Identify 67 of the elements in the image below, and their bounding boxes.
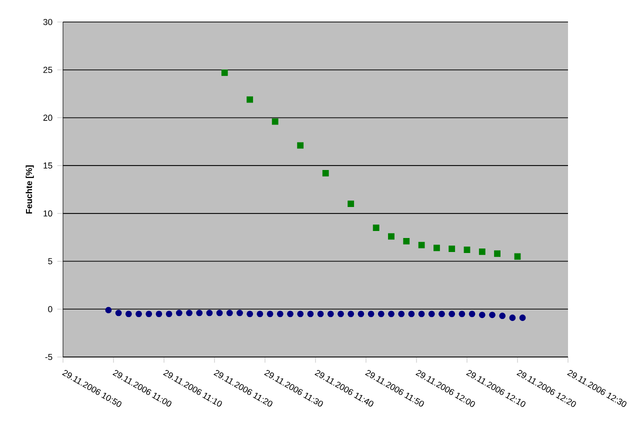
point <box>388 233 394 240</box>
y-tick-label: 15 <box>44 162 52 169</box>
point <box>246 310 254 318</box>
point <box>509 314 516 321</box>
point <box>266 310 274 318</box>
point <box>307 310 314 318</box>
point <box>156 310 162 318</box>
point <box>348 310 354 318</box>
point <box>448 310 456 318</box>
point <box>499 312 506 320</box>
point <box>398 310 405 318</box>
point <box>358 310 364 318</box>
point <box>327 310 334 318</box>
point <box>196 310 203 316</box>
point <box>418 242 425 248</box>
point <box>125 310 132 318</box>
point <box>458 310 466 318</box>
point <box>372 224 380 231</box>
point <box>256 310 264 318</box>
point <box>322 170 329 176</box>
y-tick-label: 25 <box>43 66 52 73</box>
point <box>478 312 486 318</box>
point <box>438 310 445 318</box>
point <box>186 310 192 316</box>
y-tick-label: 30 <box>43 18 52 26</box>
point <box>221 70 228 76</box>
y-axis-title: Feuchte [%] <box>26 165 34 214</box>
point <box>317 310 324 318</box>
point <box>464 246 470 254</box>
point <box>166 310 172 318</box>
point <box>246 96 254 103</box>
point <box>146 310 152 318</box>
point <box>105 306 112 314</box>
y-tick-label: -5 <box>45 354 52 360</box>
point <box>338 310 344 318</box>
point <box>216 310 223 316</box>
y-tick-label: 5 <box>48 258 52 264</box>
point <box>388 310 394 318</box>
point <box>272 118 278 125</box>
point <box>478 248 486 255</box>
point <box>276 310 284 318</box>
point <box>434 244 440 252</box>
point <box>514 253 521 260</box>
y-tick-label: 20 <box>43 114 52 121</box>
point <box>115 310 122 316</box>
point <box>519 314 526 321</box>
point <box>236 310 243 316</box>
point <box>468 310 476 318</box>
point <box>378 310 384 318</box>
point <box>226 310 233 316</box>
y-tick-label: 0 <box>48 306 52 312</box>
y-tick-label: 10 <box>44 210 52 216</box>
point <box>206 310 213 316</box>
point <box>368 310 374 318</box>
point <box>136 310 142 318</box>
point <box>428 310 435 318</box>
point <box>348 200 354 208</box>
point <box>297 310 304 318</box>
point <box>408 310 415 318</box>
point <box>287 310 294 318</box>
point <box>297 142 304 149</box>
point <box>489 312 496 318</box>
point <box>176 310 182 316</box>
point <box>403 238 410 244</box>
point <box>494 250 501 257</box>
point <box>448 246 456 252</box>
point <box>418 310 425 318</box>
